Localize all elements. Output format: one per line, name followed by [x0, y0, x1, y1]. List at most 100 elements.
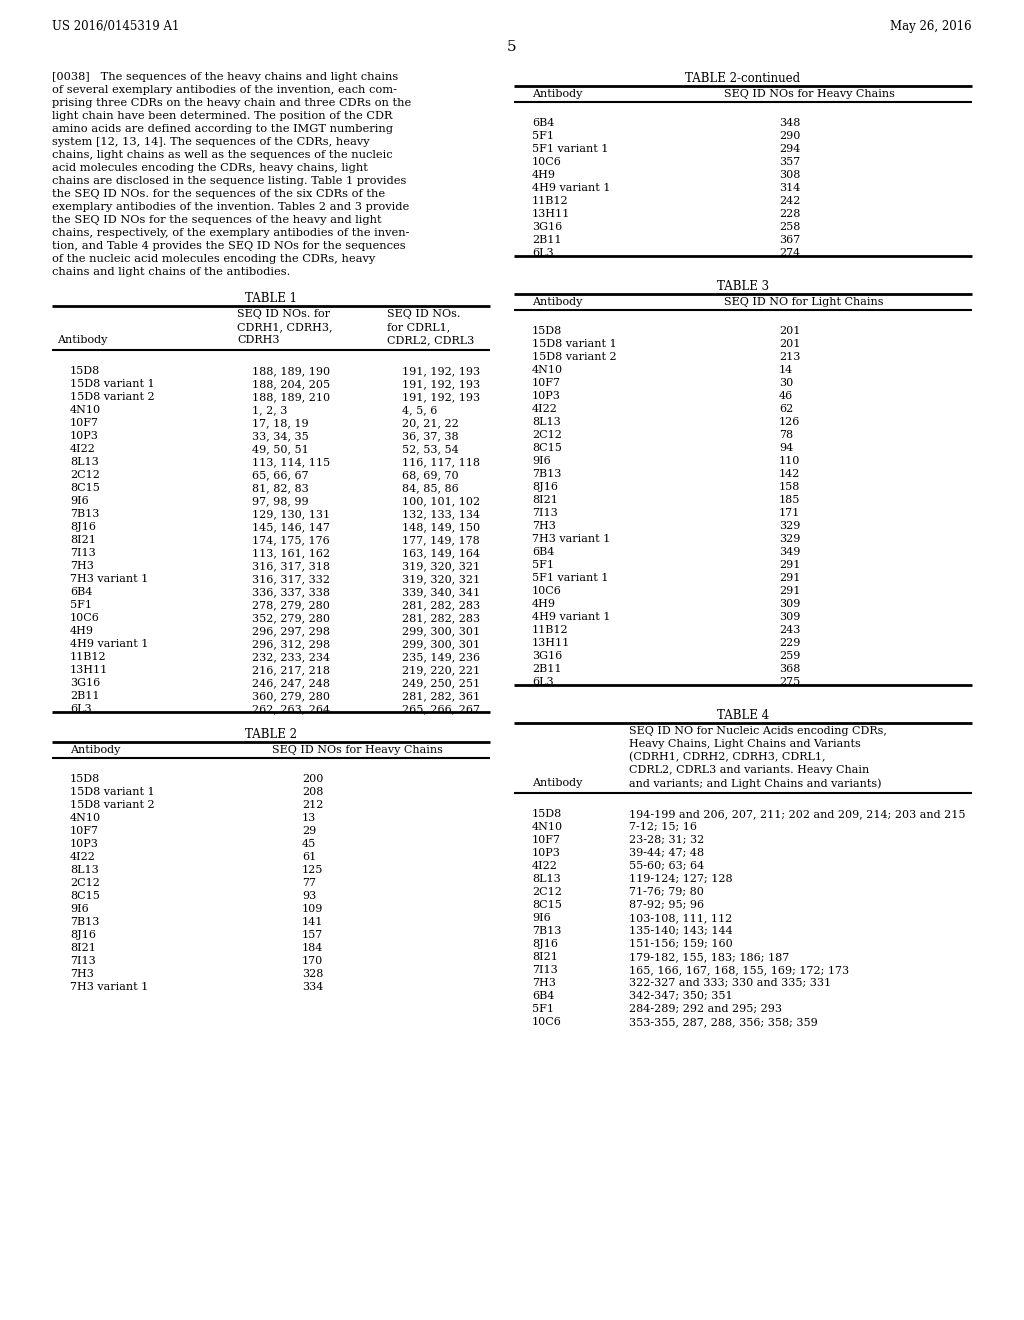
Text: 291: 291: [779, 560, 801, 570]
Text: 15D8 variant 1: 15D8 variant 1: [70, 379, 155, 389]
Text: CDRL2, CDRL3: CDRL2, CDRL3: [387, 335, 474, 345]
Text: 61: 61: [302, 851, 316, 862]
Text: 10C6: 10C6: [532, 157, 562, 168]
Text: 7H3: 7H3: [532, 521, 556, 531]
Text: 228: 228: [779, 209, 801, 219]
Text: 339, 340, 341: 339, 340, 341: [402, 587, 480, 597]
Text: 5F1: 5F1: [532, 131, 554, 141]
Text: 7B13: 7B13: [70, 917, 99, 927]
Text: 15D8: 15D8: [70, 366, 100, 376]
Text: 10F7: 10F7: [70, 826, 99, 836]
Text: 5F1 variant 1: 5F1 variant 1: [532, 144, 608, 154]
Text: 77: 77: [302, 878, 316, 888]
Text: 322-327 and 333; 330 and 335; 331: 322-327 and 333; 330 and 335; 331: [629, 978, 831, 987]
Text: 259: 259: [779, 651, 801, 661]
Text: 15D8 variant 2: 15D8 variant 2: [532, 352, 616, 362]
Text: 20, 21, 22: 20, 21, 22: [402, 418, 459, 428]
Text: 8L13: 8L13: [70, 457, 98, 467]
Text: 9I6: 9I6: [532, 455, 551, 466]
Text: 135-140; 143; 144: 135-140; 143; 144: [629, 927, 733, 936]
Text: 103-108, 111, 112: 103-108, 111, 112: [629, 913, 732, 923]
Text: 242: 242: [779, 195, 801, 206]
Text: 119-124; 127; 128: 119-124; 127; 128: [629, 874, 732, 884]
Text: 10P3: 10P3: [70, 432, 99, 441]
Text: 281, 282, 283: 281, 282, 283: [402, 612, 480, 623]
Text: 4I22: 4I22: [532, 861, 558, 871]
Text: 129, 130, 131: 129, 130, 131: [252, 510, 330, 519]
Text: 2C12: 2C12: [70, 470, 100, 480]
Text: 8J16: 8J16: [532, 939, 558, 949]
Text: tion, and Table 4 provides the SEQ ID NOs for the sequences: tion, and Table 4 provides the SEQ ID NO…: [52, 242, 406, 251]
Text: 308: 308: [779, 170, 801, 180]
Text: 360, 279, 280: 360, 279, 280: [252, 690, 330, 701]
Text: 15D8: 15D8: [70, 774, 100, 784]
Text: 329: 329: [779, 535, 801, 544]
Text: 349: 349: [779, 546, 801, 557]
Text: SEQ ID NOs for Heavy Chains: SEQ ID NOs for Heavy Chains: [272, 744, 442, 755]
Text: 52, 53, 54: 52, 53, 54: [402, 444, 459, 454]
Text: 319, 320, 321: 319, 320, 321: [402, 574, 480, 583]
Text: 334: 334: [302, 982, 324, 993]
Text: 284-289; 292 and 295; 293: 284-289; 292 and 295; 293: [629, 1005, 782, 1014]
Text: 7I13: 7I13: [532, 965, 558, 975]
Text: 7H3: 7H3: [532, 978, 556, 987]
Text: of several exemplary antibodies of the invention, each com-: of several exemplary antibodies of the i…: [52, 84, 397, 95]
Text: 10F7: 10F7: [532, 836, 561, 845]
Text: 62: 62: [779, 404, 794, 414]
Text: 15D8: 15D8: [532, 809, 562, 818]
Text: 8I21: 8I21: [70, 535, 96, 545]
Text: 9I6: 9I6: [70, 496, 89, 506]
Text: 14: 14: [779, 366, 794, 375]
Text: 10P3: 10P3: [532, 847, 561, 858]
Text: 6B4: 6B4: [532, 546, 554, 557]
Text: 8J16: 8J16: [70, 521, 96, 532]
Text: 93: 93: [302, 891, 316, 902]
Text: 4H9 variant 1: 4H9 variant 1: [532, 612, 610, 622]
Text: 116, 117, 118: 116, 117, 118: [402, 457, 480, 467]
Text: 5F1: 5F1: [532, 560, 554, 570]
Text: for CDRL1,: for CDRL1,: [387, 322, 451, 333]
Text: 274: 274: [779, 248, 800, 257]
Text: 171: 171: [779, 508, 800, 517]
Text: 188, 204, 205: 188, 204, 205: [252, 379, 330, 389]
Text: 336, 337, 338: 336, 337, 338: [252, 587, 330, 597]
Text: 309: 309: [779, 599, 801, 609]
Text: 353-355, 287, 288, 356; 358; 359: 353-355, 287, 288, 356; 358; 359: [629, 1016, 818, 1027]
Text: 184: 184: [302, 942, 324, 953]
Text: 7H3: 7H3: [70, 969, 94, 979]
Text: 368: 368: [779, 664, 801, 675]
Text: SEQ ID NO for Nucleic Acids encoding CDRs,: SEQ ID NO for Nucleic Acids encoding CDR…: [629, 726, 887, 737]
Text: 262, 263, 264: 262, 263, 264: [252, 704, 330, 714]
Text: chains are disclosed in the sequence listing. Table 1 provides: chains are disclosed in the sequence lis…: [52, 176, 407, 186]
Text: CDRH3: CDRH3: [237, 335, 280, 345]
Text: 4N10: 4N10: [532, 366, 563, 375]
Text: 329: 329: [779, 521, 801, 531]
Text: 296, 297, 298: 296, 297, 298: [252, 626, 330, 636]
Text: CDRL2, CDRL3 and variants. Heavy Chain: CDRL2, CDRL3 and variants. Heavy Chain: [629, 766, 869, 775]
Text: 4I22: 4I22: [70, 851, 96, 862]
Text: 4H9: 4H9: [532, 170, 556, 180]
Text: 1, 2, 3: 1, 2, 3: [252, 405, 288, 414]
Text: of the nucleic acid molecules encoding the CDRs, heavy: of the nucleic acid molecules encoding t…: [52, 253, 375, 264]
Text: SEQ ID NO for Light Chains: SEQ ID NO for Light Chains: [724, 297, 884, 308]
Text: 113, 161, 162: 113, 161, 162: [252, 548, 330, 558]
Text: 294: 294: [779, 144, 801, 154]
Text: chains, light chains as well as the sequences of the nucleic: chains, light chains as well as the sequ…: [52, 150, 392, 160]
Text: 8I21: 8I21: [532, 495, 558, 506]
Text: 309: 309: [779, 612, 801, 622]
Text: Antibody: Antibody: [532, 297, 583, 308]
Text: 191, 192, 193: 191, 192, 193: [402, 392, 480, 403]
Text: 208: 208: [302, 787, 324, 797]
Text: 6B4: 6B4: [532, 117, 554, 128]
Text: 249, 250, 251: 249, 250, 251: [402, 678, 480, 688]
Text: 17, 18, 19: 17, 18, 19: [252, 418, 308, 428]
Text: 291: 291: [779, 586, 801, 597]
Text: 213: 213: [779, 352, 801, 362]
Text: 55-60; 63; 64: 55-60; 63; 64: [629, 861, 705, 871]
Text: 6B4: 6B4: [70, 587, 92, 597]
Text: 13H11: 13H11: [70, 665, 109, 675]
Text: 4N10: 4N10: [70, 405, 101, 414]
Text: 158: 158: [779, 482, 801, 492]
Text: 68, 69, 70: 68, 69, 70: [402, 470, 459, 480]
Text: 109: 109: [302, 904, 324, 913]
